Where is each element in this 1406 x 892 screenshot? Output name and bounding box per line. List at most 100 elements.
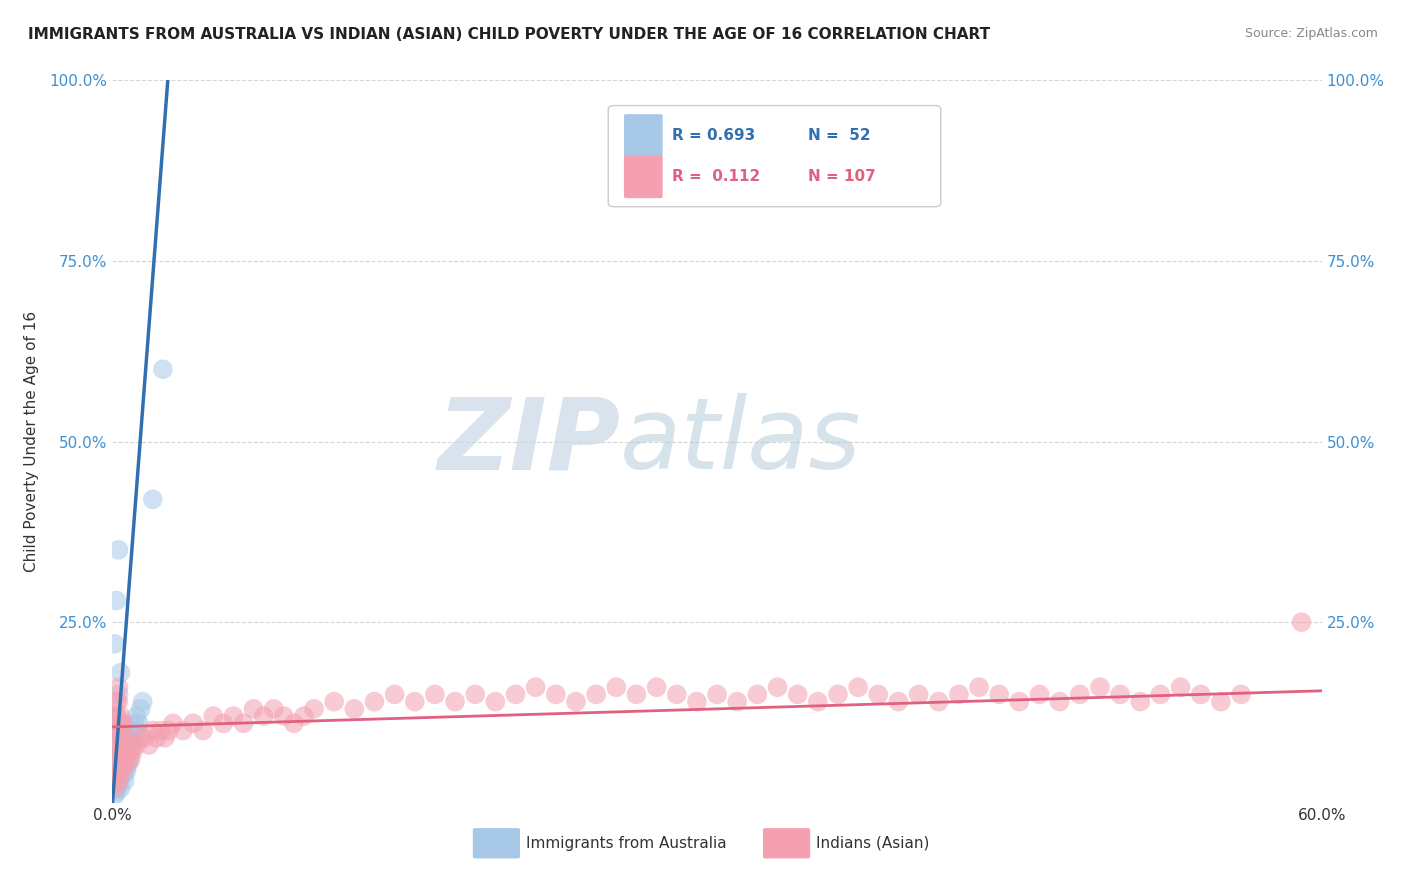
- Point: [232, 716, 254, 731]
- Point: [124, 716, 146, 731]
- Point: [887, 695, 910, 709]
- Y-axis label: Child Poverty Under the Age of 16: Child Poverty Under the Age of 16: [24, 311, 38, 572]
- Point: [292, 709, 315, 723]
- Point: [747, 687, 769, 701]
- Point: [111, 760, 134, 774]
- Point: [105, 709, 128, 723]
- Text: N = 107: N = 107: [807, 169, 876, 185]
- Point: [1008, 695, 1031, 709]
- Point: [565, 695, 588, 709]
- Point: [103, 637, 125, 651]
- Point: [645, 680, 668, 694]
- Point: [110, 731, 132, 745]
- Text: atlas: atlas: [620, 393, 862, 490]
- Point: [107, 745, 129, 759]
- Point: [124, 731, 146, 745]
- Point: [110, 767, 132, 781]
- Point: [120, 731, 142, 745]
- Point: [110, 767, 132, 781]
- Text: IMMIGRANTS FROM AUSTRALIA VS INDIAN (ASIAN) CHILD POVERTY UNDER THE AGE OF 16 CO: IMMIGRANTS FROM AUSTRALIA VS INDIAN (ASI…: [28, 27, 990, 42]
- Point: [115, 760, 138, 774]
- Point: [117, 738, 139, 752]
- Point: [103, 738, 125, 752]
- Point: [585, 687, 607, 701]
- Point: [1109, 687, 1132, 701]
- Point: [1189, 687, 1212, 701]
- Point: [107, 723, 129, 738]
- FancyBboxPatch shape: [624, 155, 662, 198]
- Point: [343, 702, 366, 716]
- Point: [107, 778, 129, 792]
- Point: [107, 680, 129, 694]
- Point: [988, 687, 1011, 701]
- Point: [464, 687, 486, 701]
- Point: [626, 687, 648, 701]
- Point: [302, 702, 325, 716]
- Point: [263, 702, 285, 716]
- Point: [524, 680, 547, 694]
- Point: [117, 752, 139, 766]
- Text: R = 0.693: R = 0.693: [672, 128, 755, 143]
- FancyBboxPatch shape: [763, 828, 810, 858]
- Point: [110, 760, 132, 774]
- Point: [105, 709, 128, 723]
- Point: [1049, 695, 1071, 709]
- Point: [222, 709, 245, 723]
- Point: [114, 756, 136, 770]
- Point: [110, 731, 132, 745]
- Point: [105, 738, 128, 752]
- Point: [967, 680, 990, 694]
- Point: [1170, 680, 1192, 694]
- Point: [115, 752, 138, 766]
- Point: [1069, 687, 1091, 701]
- Point: [242, 702, 264, 716]
- FancyBboxPatch shape: [609, 105, 941, 207]
- Point: [107, 695, 129, 709]
- Point: [129, 731, 152, 745]
- Point: [105, 752, 128, 766]
- Point: [121, 738, 143, 752]
- Point: [107, 760, 129, 774]
- Point: [505, 687, 527, 701]
- Point: [149, 723, 172, 738]
- Point: [105, 593, 128, 607]
- Point: [786, 687, 808, 701]
- Point: [111, 752, 134, 766]
- Point: [142, 492, 165, 507]
- Point: [105, 785, 128, 799]
- Point: [105, 781, 128, 796]
- Point: [706, 687, 728, 701]
- Point: [107, 745, 129, 759]
- Point: [107, 774, 129, 789]
- Point: [120, 752, 142, 766]
- Point: [444, 695, 467, 709]
- Point: [111, 716, 134, 731]
- Point: [114, 767, 136, 781]
- Point: [152, 362, 174, 376]
- Point: [105, 774, 128, 789]
- Point: [114, 752, 136, 766]
- Point: [110, 771, 132, 785]
- Text: Immigrants from Australia: Immigrants from Australia: [526, 836, 727, 851]
- Point: [114, 760, 136, 774]
- Point: [323, 695, 346, 709]
- Point: [134, 731, 156, 745]
- Point: [686, 695, 709, 709]
- Point: [121, 745, 143, 759]
- Point: [157, 723, 180, 738]
- Point: [120, 745, 142, 759]
- Point: [384, 687, 406, 701]
- Point: [153, 731, 176, 745]
- Point: [110, 665, 132, 680]
- Point: [105, 774, 128, 789]
- Point: [1088, 680, 1111, 694]
- Point: [114, 738, 136, 752]
- FancyBboxPatch shape: [624, 114, 662, 157]
- Point: [484, 695, 506, 709]
- Point: [107, 767, 129, 781]
- Point: [146, 731, 169, 745]
- Point: [363, 695, 385, 709]
- Point: [105, 695, 128, 709]
- Point: [115, 745, 138, 759]
- Point: [766, 680, 789, 694]
